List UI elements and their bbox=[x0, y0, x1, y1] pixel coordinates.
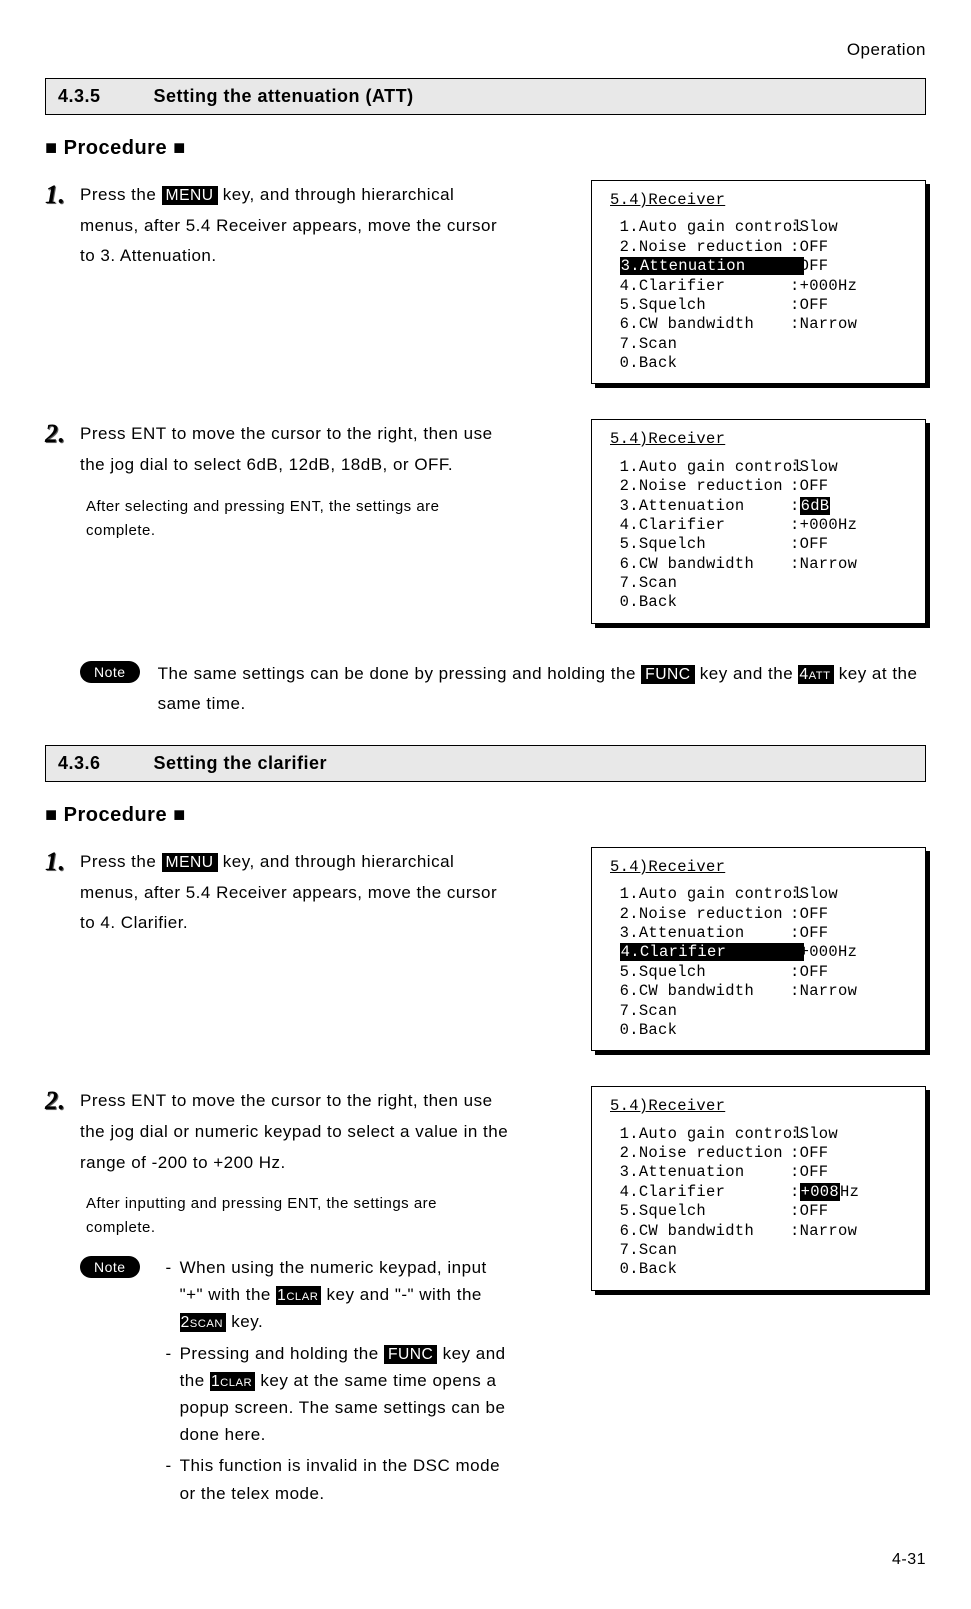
section-num: 4.3.5 bbox=[58, 86, 148, 107]
note-text: The same settings can be done by pressin… bbox=[158, 659, 926, 720]
section-title: Setting the clarifier bbox=[154, 753, 328, 773]
highlighted-value: +008 bbox=[800, 1183, 840, 1201]
clar-key: 1CLAR bbox=[276, 1286, 321, 1305]
note-badge: Note bbox=[80, 1256, 140, 1278]
menu-title: 5.4)Receiver bbox=[610, 191, 913, 210]
menu-panel-att-2: 5.4)Receiver 1.Auto gain controlSlow 2.N… bbox=[591, 419, 926, 623]
header-chapter: Operation bbox=[45, 40, 926, 60]
step-text: Press ENT to move the cursor to the righ… bbox=[80, 419, 510, 480]
step-subtext: After selecting and pressing ENT, the se… bbox=[80, 495, 510, 543]
menu-panel-clar-2: 5.4)Receiver 1.Auto gain controlSlow 2.N… bbox=[591, 1086, 926, 1290]
menu-title: 5.4)Receiver bbox=[610, 430, 913, 449]
clar-key: 1CLAR bbox=[210, 1372, 255, 1391]
menu-key: MENU bbox=[162, 853, 218, 872]
highlighted-menu-item: 3.Attenuation bbox=[620, 257, 804, 275]
menu-panel-clar-1: 5.4)Receiver 1.Auto gain controlSlow 2.N… bbox=[591, 847, 926, 1051]
note-badge: Note bbox=[80, 661, 140, 683]
menu-title: 5.4)Receiver bbox=[610, 858, 913, 877]
page-number: 4-31 bbox=[45, 1551, 926, 1569]
func-key: FUNC bbox=[384, 1345, 437, 1364]
step-text: Press the MENU key, and through hierarch… bbox=[80, 180, 510, 272]
att-key: 4ATT bbox=[798, 665, 833, 684]
step-number: 2. bbox=[45, 1086, 80, 1114]
step-number: 1. bbox=[45, 847, 80, 875]
menu-title: 5.4)Receiver bbox=[610, 1097, 913, 1116]
step-text: Press ENT to move the cursor to the righ… bbox=[80, 1086, 510, 1178]
procedure-heading: ■ Procedure ■ bbox=[45, 137, 926, 160]
menu-key: MENU bbox=[162, 186, 218, 205]
menu-panel-att-1: 5.4)Receiver 1.Auto gain controlSlow 2.N… bbox=[591, 180, 926, 384]
scan-key: 2SCAN bbox=[180, 1313, 226, 1332]
section-num: 4.3.6 bbox=[58, 753, 148, 774]
section-heading-436: 4.3.6 Setting the clarifier bbox=[45, 745, 926, 782]
step-number: 2. bbox=[45, 419, 80, 447]
step-subtext: After inputting and pressing ENT, the se… bbox=[80, 1192, 510, 1240]
step-text: Press the MENU key, and through hierarch… bbox=[80, 847, 510, 939]
section-title: Setting the attenuation (ATT) bbox=[154, 86, 414, 106]
note-list: -When using the numeric keypad, input "+… bbox=[158, 1254, 510, 1511]
section-heading-435: 4.3.5 Setting the attenuation (ATT) bbox=[45, 78, 926, 115]
highlighted-value: 6dB bbox=[800, 497, 831, 515]
highlighted-menu-item: 4.Clarifier bbox=[620, 943, 804, 961]
procedure-heading: ■ Procedure ■ bbox=[45, 804, 926, 827]
step-number: 1. bbox=[45, 180, 80, 208]
func-key: FUNC bbox=[641, 665, 694, 684]
